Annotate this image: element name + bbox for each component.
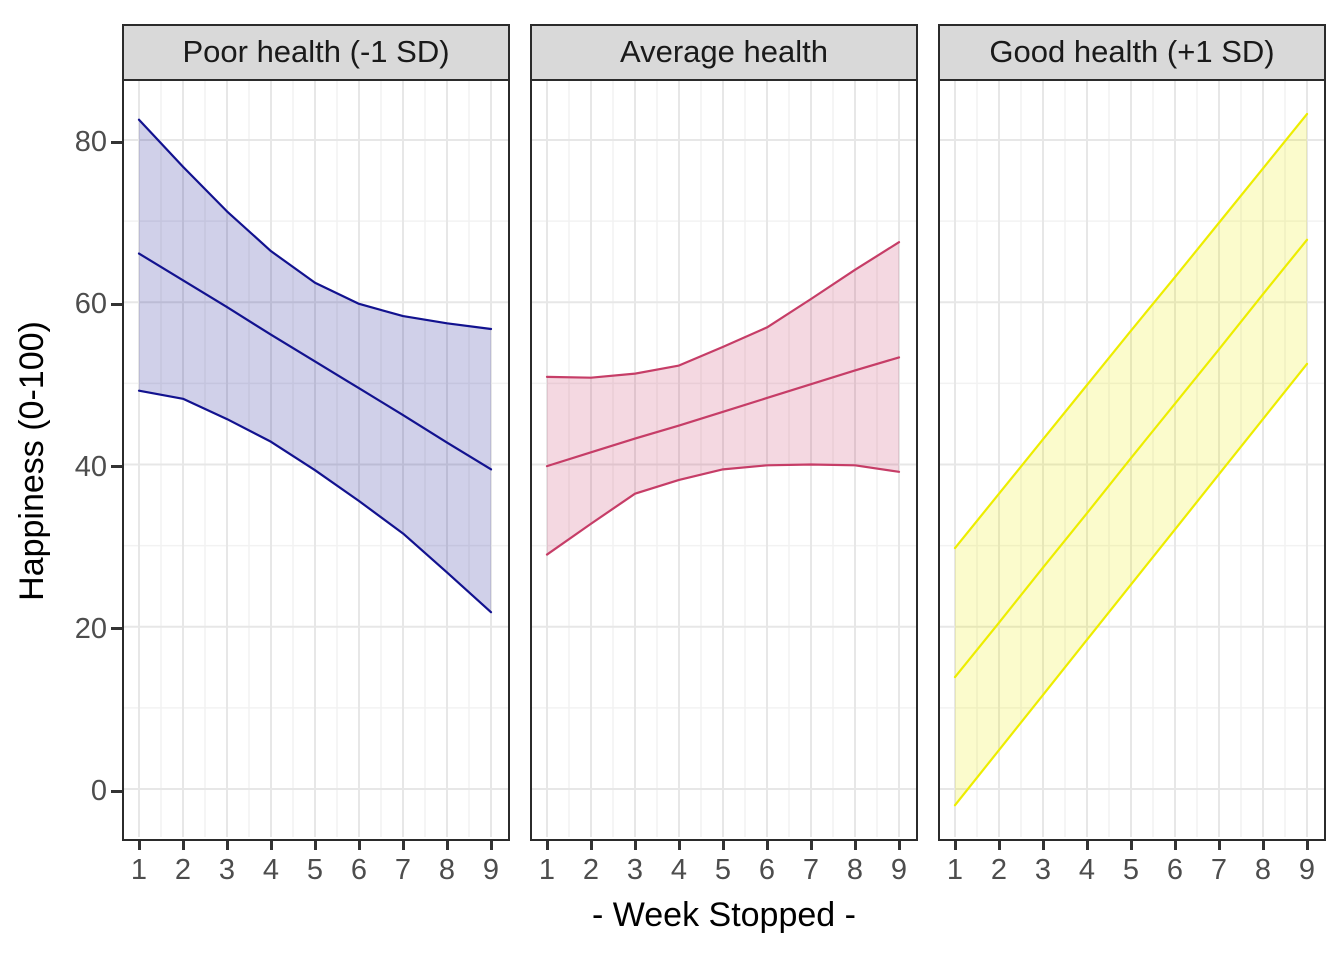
x-tick-mark — [313, 841, 317, 850]
facet-panel: Average health 1 2 3 4 5 6 7 8 9 — [530, 24, 918, 893]
y-tick-mark — [111, 789, 122, 793]
plot-area — [530, 81, 918, 841]
x-tick-mark — [545, 841, 549, 850]
x-tick-mark — [357, 841, 361, 850]
y-tick-mark — [111, 140, 122, 144]
strip-label: Average health — [620, 34, 828, 69]
x-tick-mark — [897, 841, 901, 850]
x-tick-mark — [401, 841, 405, 850]
y-tick-label: 40 — [74, 450, 107, 483]
confidence-ribbon — [547, 242, 899, 555]
x-tick-mark — [489, 841, 493, 850]
plot-area — [938, 81, 1326, 841]
confidence-ribbon — [139, 119, 491, 613]
x-tick-label: 5 — [1122, 854, 1140, 886]
chart-canvas — [532, 81, 916, 837]
x-tick-label: 9 — [1298, 854, 1316, 886]
x-tick-mark — [1085, 841, 1089, 850]
y-tick-mark — [111, 627, 122, 631]
ci-lower-line — [953, 362, 1309, 807]
facet-strip: Good health (+1 SD) — [938, 24, 1326, 81]
y-tick-label: 0 — [90, 775, 107, 807]
ci-upper-line — [545, 241, 901, 379]
x-tick-mark — [1041, 841, 1045, 850]
y-tick-mark — [111, 465, 122, 468]
x-tick-label: 2 — [174, 854, 192, 886]
x-tick-mark — [853, 841, 857, 850]
x-tick-mark — [677, 841, 681, 850]
x-axis-title: - Week Stopped - — [592, 896, 856, 934]
x-tick-mark — [589, 841, 593, 850]
x-tick-mark — [137, 841, 141, 850]
x-tick-mark — [225, 841, 229, 850]
x-tick-label: 3 — [626, 854, 644, 886]
x-tick-mark — [721, 841, 725, 850]
strip-label: Poor health (-1 SD) — [182, 34, 450, 69]
x-tick-label: 1 — [130, 854, 148, 886]
x-tick-label: 7 — [394, 854, 412, 886]
x-tick-label: 9 — [482, 854, 500, 886]
x-tick-label: 5 — [714, 854, 732, 886]
x-tick-label: 2 — [582, 854, 600, 886]
ci-upper-line — [953, 112, 1309, 550]
x-tick-label: 4 — [1078, 854, 1096, 886]
x-tick-mark — [181, 841, 185, 850]
fit-line — [137, 252, 493, 471]
x-tick-mark — [1129, 841, 1133, 850]
ci-lower-line — [545, 463, 901, 556]
plot-area — [122, 81, 510, 841]
fit-line — [545, 356, 901, 468]
x-tick-mark — [445, 841, 449, 850]
x-tick-label: 6 — [1166, 854, 1184, 886]
x-tick-label: 6 — [758, 854, 776, 886]
x-tick-label: 8 — [846, 854, 864, 886]
x-tick-mark — [1261, 841, 1265, 850]
y-tick-label: 20 — [74, 612, 107, 645]
facet-strip: Average health — [530, 24, 918, 81]
x-tick-mark — [1173, 841, 1177, 850]
y-tick-label: 80 — [74, 126, 107, 158]
facet-strip: Poor health (-1 SD) — [122, 24, 510, 81]
x-tick-mark — [1305, 841, 1309, 850]
x-tick-label: 7 — [802, 854, 820, 886]
y-tick-mark — [111, 302, 122, 306]
x-tick-mark — [809, 841, 813, 850]
x-tick-label: 3 — [1034, 854, 1052, 886]
x-tick-mark — [765, 841, 769, 850]
facet-panel: Poor health (-1 SD) 1 2 3 4 5 6 7 8 9 — [122, 24, 510, 893]
x-tick-label: 3 — [218, 854, 236, 886]
ci-upper-line — [137, 118, 493, 331]
x-tick-mark — [633, 841, 637, 850]
chart-canvas — [940, 81, 1324, 837]
x-tick-mark — [997, 841, 1001, 850]
x-tick-label: 7 — [1210, 854, 1228, 886]
chart-canvas — [124, 81, 508, 837]
x-tick-mark — [269, 841, 273, 850]
x-tick-label: 4 — [670, 854, 688, 886]
x-tick-label: 6 — [350, 854, 368, 886]
x-tick-label: 2 — [990, 854, 1008, 886]
y-tick-label: 60 — [74, 288, 107, 321]
fit-line — [953, 238, 1309, 679]
facet-panel: Good health (+1 SD) 1 2 3 4 5 6 7 8 9 — [938, 24, 1326, 893]
strip-label: Good health (+1 SD) — [989, 34, 1275, 69]
x-tick-label: 1 — [946, 854, 964, 886]
x-tick-label: 8 — [1254, 854, 1272, 886]
x-tick-label: 5 — [306, 854, 324, 886]
x-tick-mark — [1217, 841, 1221, 850]
x-tick-mark — [953, 841, 957, 850]
x-tick-label: 1 — [538, 854, 556, 886]
x-tick-label: 4 — [262, 854, 280, 886]
x-tick-label: 9 — [890, 854, 908, 886]
ci-lower-line — [137, 389, 493, 614]
x-tick-label: 8 — [438, 854, 456, 886]
